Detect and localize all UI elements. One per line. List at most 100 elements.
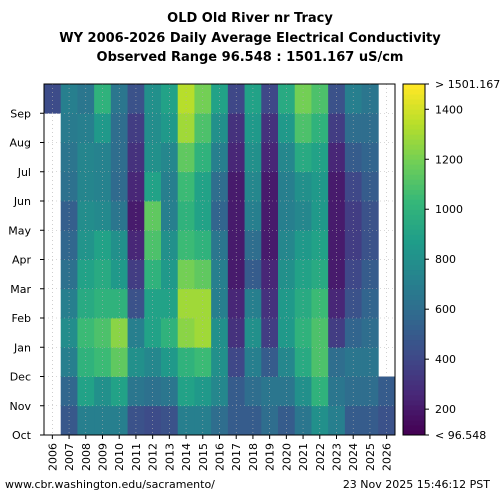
colorbar-segment — [403, 224, 425, 230]
y-tick-label: Oct — [12, 429, 32, 442]
colorbar-segment — [403, 244, 425, 250]
heatmap-cell — [211, 171, 229, 202]
heatmap-cell — [328, 230, 346, 260]
colorbar-segment — [403, 219, 425, 225]
heatmap-cell — [227, 171, 245, 202]
colorbar-segment — [403, 394, 425, 401]
heatmap-cell — [60, 142, 78, 173]
heatmap-cell — [211, 259, 229, 290]
y-axis-ticks: Oct Nov Dec Jan Feb Mar Apr May Jun Jul Aug Sep — [8, 107, 44, 442]
heatmap-cell — [77, 142, 95, 173]
heatmap-cell — [311, 201, 329, 231]
heatmap-cell — [144, 376, 162, 407]
heatmap-cell — [278, 347, 296, 377]
footer-timestamp: 23 Nov 2025 15:46:12 PST — [342, 478, 490, 491]
heatmap-cell — [127, 230, 145, 260]
heatmap-cell — [77, 84, 95, 114]
heatmap-cell — [60, 347, 78, 377]
heatmap-cell — [244, 171, 262, 202]
colorbar-segment — [403, 384, 425, 391]
heatmap-cell — [261, 230, 279, 260]
x-tick-label: 2017 — [230, 443, 243, 471]
heatmap-cell — [344, 288, 362, 319]
heatmap-cell — [361, 376, 379, 407]
x-tick-label: 2009 — [97, 443, 110, 471]
heatmap-cell — [328, 376, 346, 407]
heatmap-cell — [177, 142, 195, 173]
heatmap-cell — [127, 142, 145, 173]
heatmap-cell — [60, 171, 78, 202]
heatmap-cell — [94, 288, 112, 319]
heatmap-cell — [94, 171, 112, 202]
heatmap-cell — [94, 84, 112, 114]
heatmap-cell — [77, 201, 95, 231]
heatmap-cell — [311, 259, 329, 290]
colorbar-segment — [403, 349, 425, 356]
heatmap-cell — [161, 230, 179, 260]
x-tick-label: 2011 — [130, 443, 143, 471]
colorbar-segment — [403, 184, 425, 190]
heatmap-cell — [278, 259, 296, 290]
heatmap-cell — [110, 230, 128, 260]
colorbar-segment — [403, 289, 425, 296]
heatmap-cell — [311, 142, 329, 173]
heatmap-cell — [161, 259, 179, 290]
x-tick-label: 2026 — [381, 443, 394, 471]
heatmap-cell — [127, 171, 145, 202]
heatmap-cell — [77, 259, 95, 290]
heatmap-cell — [177, 171, 195, 202]
heatmap-cell — [161, 201, 179, 231]
heatmap-cell — [344, 201, 362, 231]
colorbar: 200 400 600 800 1000 1200 1400 > 1501.167 < 96.5… — [402, 78, 500, 442]
heatmap-cell — [227, 142, 245, 173]
colorbar-segment — [403, 399, 425, 406]
colorbar-segment — [403, 299, 425, 306]
colorbar-segment — [403, 304, 425, 311]
heatmap-cell — [194, 201, 212, 231]
heatmap-cell — [378, 376, 396, 407]
heatmap-cell — [177, 347, 195, 377]
heatmap-cell — [244, 84, 262, 114]
heatmap-cell — [110, 142, 128, 173]
heatmap-cell — [94, 347, 112, 377]
heatmap-cell — [194, 230, 212, 260]
heatmap-cell — [60, 230, 78, 260]
heatmap-cell — [361, 171, 379, 202]
heatmap-cell — [278, 84, 296, 114]
colorbar-tick-label: 800 — [435, 253, 456, 266]
x-axis-ticks: 2006 2007 2008 2009 2010 2011 2012 2013 2014 2015… — [46, 435, 394, 471]
heatmap-cell — [328, 259, 346, 290]
colorbar-segment — [403, 294, 425, 301]
heatmap-cell — [144, 259, 162, 290]
heatmap-cell — [177, 259, 195, 290]
heatmap-cell — [127, 84, 145, 114]
heatmap-cell — [161, 171, 179, 202]
colorbar-segment — [403, 354, 425, 361]
colorbar-segment — [403, 204, 425, 210]
heatmap-cell — [144, 288, 162, 319]
y-tick-label: Mar — [10, 283, 31, 296]
colorbar-segment — [403, 404, 425, 411]
colorbar-segment — [403, 114, 425, 120]
heatmap-cell — [278, 171, 296, 202]
heatmap-cell — [328, 171, 346, 202]
colorbar-tick-label: 1000 — [435, 203, 463, 216]
heatmap-cell — [344, 84, 362, 114]
colorbar-segment — [403, 319, 425, 326]
heatmap-cell — [227, 230, 245, 260]
colorbar-segment — [403, 144, 425, 150]
heatmap-cell — [194, 347, 212, 377]
heatmap-cell — [344, 171, 362, 202]
heatmap-cell — [294, 142, 312, 173]
heatmap-cell — [261, 84, 279, 114]
heatmap-cell — [311, 288, 329, 319]
y-tick-label: Jan — [13, 341, 31, 354]
gridlines — [44, 84, 395, 436]
heatmap-cell — [127, 259, 145, 290]
colorbar-segment — [403, 359, 425, 366]
colorbar-segment — [403, 274, 425, 281]
heatmap-cell — [60, 201, 78, 231]
colorbar-tick-label: 400 — [435, 353, 456, 366]
heatmap-cell — [211, 288, 229, 319]
heatmap-cell — [127, 347, 145, 377]
